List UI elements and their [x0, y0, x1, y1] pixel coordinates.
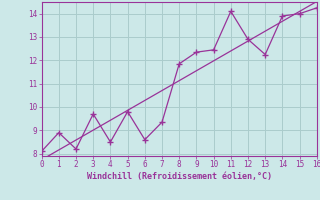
X-axis label: Windchill (Refroidissement éolien,°C): Windchill (Refroidissement éolien,°C): [87, 172, 272, 181]
